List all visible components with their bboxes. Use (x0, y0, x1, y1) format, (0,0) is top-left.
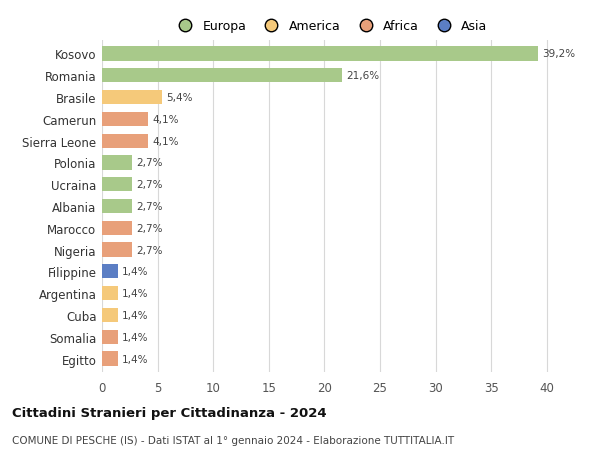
Text: 1,4%: 1,4% (122, 310, 149, 320)
Bar (102, 47, 538, 62)
Bar (102, 69, 342, 83)
Text: 2,7%: 2,7% (136, 223, 163, 233)
Bar (102, 352, 118, 366)
Text: 1,4%: 1,4% (122, 332, 149, 342)
Text: 4,1%: 4,1% (152, 115, 179, 124)
Text: 4,1%: 4,1% (152, 136, 179, 146)
Bar (102, 265, 118, 279)
Text: 39,2%: 39,2% (542, 50, 575, 59)
Bar (102, 308, 118, 322)
Text: COMUNE DI PESCHE (IS) - Dati ISTAT al 1° gennaio 2024 - Elaborazione TUTTITALIA.: COMUNE DI PESCHE (IS) - Dati ISTAT al 1°… (12, 435, 454, 445)
Bar (102, 91, 162, 105)
Bar (102, 134, 148, 148)
Bar (102, 156, 132, 170)
Legend: Europa, America, Africa, Asia: Europa, America, Africa, Asia (170, 18, 490, 36)
Bar (102, 178, 132, 192)
Text: 1,4%: 1,4% (122, 289, 149, 298)
Bar (102, 221, 132, 235)
Text: Cittadini Stranieri per Cittadinanza - 2024: Cittadini Stranieri per Cittadinanza - 2… (12, 406, 326, 419)
Bar (102, 330, 118, 344)
Text: 2,7%: 2,7% (136, 158, 163, 168)
Text: 2,7%: 2,7% (136, 180, 163, 190)
Bar (102, 243, 132, 257)
Text: 21,6%: 21,6% (347, 71, 380, 81)
Bar (102, 200, 132, 213)
Text: 2,7%: 2,7% (136, 245, 163, 255)
Text: 5,4%: 5,4% (167, 93, 193, 103)
Text: 2,7%: 2,7% (136, 202, 163, 212)
Bar (102, 286, 118, 301)
Text: 1,4%: 1,4% (122, 267, 149, 277)
Bar (102, 112, 148, 127)
Text: 1,4%: 1,4% (122, 354, 149, 364)
